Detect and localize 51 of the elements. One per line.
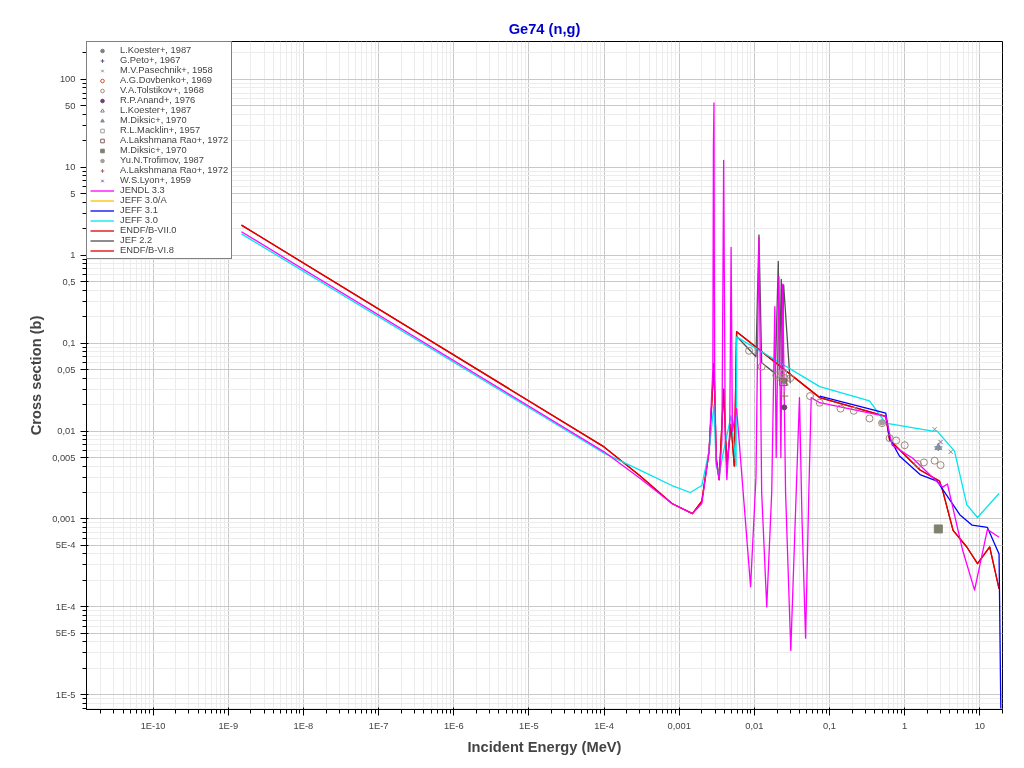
y-tick-label: 1 [70,250,76,261]
y-axis-title: Cross section (b) [28,315,45,436]
legend-label: G.Peto+, 1967 [120,55,181,65]
y-tick-label: 10 [65,162,76,173]
y-tick-label: 1E-5 [55,689,76,700]
x-tick-label: 10 [974,720,986,731]
y-tick-label: 0,1 [62,338,76,349]
legend-label: V.A.Tolstikov+, 1968 [120,85,204,95]
x-tick-label: 0,1 [823,720,837,731]
legend-label: JEF 2.2 [120,235,153,245]
x-tick-label: 0,01 [745,720,764,731]
x-tick-label: 1E-4 [594,720,614,731]
legend-label: ENDF/B-VII.0 [120,225,177,235]
y-tick-label: 5E-5 [55,628,76,639]
y-tick-label: 0,005 [52,452,76,463]
y-tick-label: 1E-4 [55,601,76,612]
y-tick-label: 5 [70,188,76,199]
y-tick-label: 100 [59,74,76,85]
x-tick-label: 1E-6 [443,720,464,731]
y-tick-label: 0,05 [57,364,76,375]
x-axis-title: Incident Energy (MeV) [467,738,622,755]
legend-label: A.Lakshmana Rao+, 1972 [120,165,229,175]
legend-label: W.S.Lyon+, 1959 [120,175,191,185]
legend-label: M.V.Pasechnik+, 1958 [120,65,213,75]
legend-label: M.Diksic+, 1970 [120,145,187,155]
legend-label: R.L.Macklin+, 1957 [120,125,201,135]
legend-label: JENDL 3.3 [120,185,165,195]
legend-label: ENDF/B-VI.8 [120,245,174,255]
x-tick-label: 1 [902,720,908,731]
y-tick-label: 0,5 [62,276,76,287]
legend-label: A.Lakshmana Rao+, 1972 [120,135,229,145]
y-tick-label: 50 [65,100,76,111]
y-tick-label: 0,001 [52,513,76,524]
x-tick-label: 0,001 [667,720,691,731]
x-tick-label: 1E-5 [519,720,539,731]
y-tick-label: 0,01 [57,426,76,437]
legend-label: L.Koester+, 1987 [120,45,192,55]
chart-title: Ge74 (n,g) [508,20,581,37]
legend-label: L.Koester+, 1987 [120,105,192,115]
legend-label: JEFF 3.0 [120,215,158,225]
legend-label: JEFF 3.0/A [120,195,167,205]
x-tick-label: 1E-7 [368,720,389,731]
x-tick-label: 1E-8 [293,720,314,731]
legend-label: A.G.Dovbenko+, 1969 [120,75,213,85]
legend-label: M.Diksic+, 1970 [120,115,187,125]
legend-label: Yu.N.Trofimov, 1987 [120,155,204,165]
x-tick-label: 1E-9 [218,720,239,731]
y-tick-label: 5E-4 [55,540,76,551]
legend-label: R.P.Anand+, 1976 [120,95,196,105]
legend-label: JEFF 3.1 [120,205,158,215]
x-tick-label: 1E-10 [140,720,166,731]
